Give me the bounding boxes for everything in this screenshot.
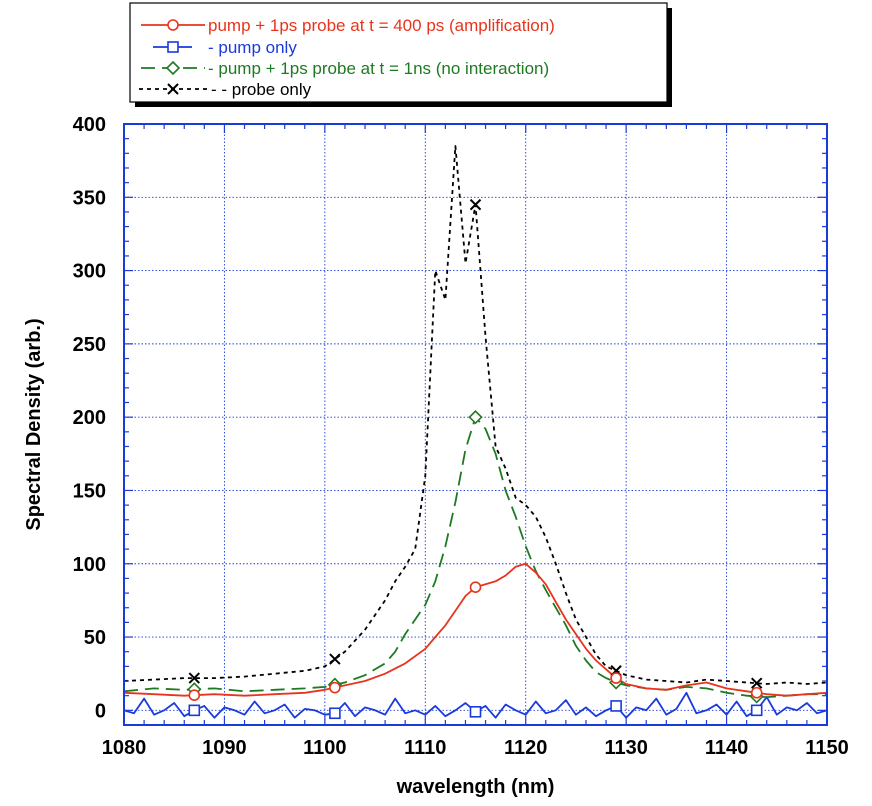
tick-labels: 1080 1090 1100 1110 1120 1130 1140 1150 0 50 100 15… [73, 114, 849, 759]
legend-marker-square [167, 41, 179, 53]
x-tick-label: 1100 [303, 737, 346, 759]
series-line-2 [123, 416, 827, 698]
y-tick-label: 150 [73, 480, 106, 502]
y-tick-label: 50 [84, 627, 106, 649]
legend-marker-diamond [165, 60, 181, 76]
x-tick-label: 1120 [504, 737, 547, 759]
y-tick-label: 300 [73, 261, 106, 283]
series-marker-square [610, 700, 622, 712]
series-marker-cross [329, 653, 341, 665]
series-marker-cross [750, 677, 763, 689]
y-tick-label: 100 [73, 554, 106, 576]
marker-layer [187, 198, 764, 720]
series-layer [123, 145, 828, 719]
legend-label: - pump + 1ps probe at t = 1ns (no intera… [208, 59, 549, 78]
x-tick-label: 1110 [404, 737, 446, 759]
legend: pump + 1ps probe at t = 400 ps (amplific… [129, 2, 672, 107]
cross-stroke [329, 653, 341, 665]
legend-label: - pump only [208, 38, 297, 57]
cross-stroke [188, 672, 201, 684]
legend-label: pump + 1ps probe at t = 400 ps (amplific… [208, 16, 555, 35]
series-marker-circle [329, 681, 341, 694]
series-marker-circle [610, 672, 622, 684]
x-axis-title: wavelength (nm) [396, 776, 555, 798]
legend-box [129, 2, 668, 103]
y-tick-label: 350 [73, 187, 106, 209]
plot-frame [123, 123, 828, 726]
series-marker-square [750, 704, 763, 717]
y-tick-label: 400 [73, 114, 106, 136]
series-marker-square [188, 704, 201, 717]
x-tick-label: 1150 [805, 737, 848, 759]
legend-marker-circle [167, 19, 179, 31]
tick-marks [123, 123, 828, 726]
series-marker-cross [188, 672, 201, 684]
cross-stroke [167, 83, 179, 95]
series-marker-circle [750, 686, 763, 699]
legend-label: - - probe only [211, 80, 312, 99]
y-axis-title: Spectral Density (arb.) [23, 318, 45, 530]
cross-stroke [750, 677, 763, 689]
series-marker-square [329, 707, 341, 720]
series-marker-circle [469, 581, 482, 594]
series-marker-diamond [468, 410, 483, 425]
cross-stroke [469, 198, 482, 211]
series-line-0 [123, 562, 828, 697]
y-tick-label: 200 [73, 407, 106, 429]
legend-marker-cross [167, 83, 179, 95]
y-tick-label: 250 [73, 334, 106, 356]
x-tick-label: 1080 [102, 737, 147, 759]
x-tick-label: 1090 [202, 737, 247, 759]
series-marker-square [469, 706, 482, 718]
y-tick-label: 0 [95, 700, 106, 722]
x-tick-label: 1130 [604, 737, 647, 759]
x-tick-label: 1140 [705, 737, 748, 759]
series-marker-cross [469, 198, 482, 211]
series-marker-circle [188, 689, 201, 701]
